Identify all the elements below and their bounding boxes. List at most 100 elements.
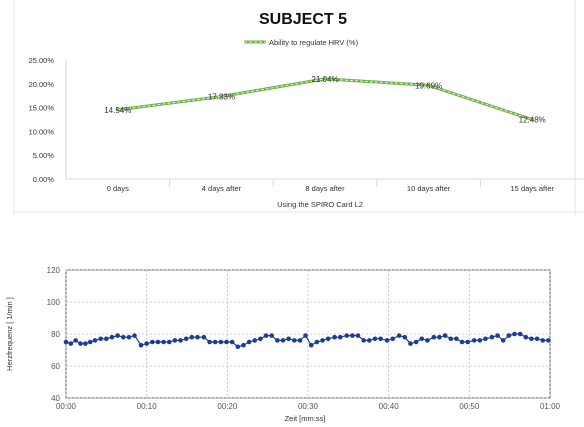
- data-point: [201, 334, 207, 340]
- data-point: [269, 333, 275, 338]
- data-label: 12.48%: [519, 116, 546, 125]
- data-point: [419, 336, 425, 342]
- data-point: [258, 336, 263, 342]
- data-point: [172, 338, 178, 343]
- data-point: [229, 339, 235, 345]
- x-tick-label: 00:10: [137, 402, 158, 411]
- y-tick-label: 40: [51, 394, 60, 403]
- data-point: [224, 339, 229, 345]
- y-tick-label: 100: [47, 298, 61, 307]
- data-point: [195, 334, 200, 340]
- data-point: [337, 334, 343, 340]
- data-point: [275, 338, 280, 343]
- y-tick-label: 5.00%: [33, 151, 55, 160]
- data-point: [471, 338, 477, 343]
- data-point: [437, 334, 442, 340]
- data-point: [459, 339, 465, 345]
- data-point: [344, 333, 350, 338]
- data-point: [529, 336, 534, 342]
- data-point: [308, 342, 314, 348]
- data-label: 19.69%: [415, 81, 442, 90]
- data-point: [454, 336, 459, 342]
- y-tick-label: 120: [47, 266, 61, 275]
- data-point: [546, 338, 551, 343]
- data-point: [166, 339, 172, 345]
- data-point: [325, 336, 331, 342]
- series-segment-dash: [117, 96, 222, 111]
- x-tick-label: 00:20: [217, 402, 238, 411]
- x-tick-label: 4 days after: [202, 184, 242, 193]
- data-point: [212, 339, 218, 345]
- data-point: [314, 339, 320, 345]
- y-tick-label: 25.00%: [29, 56, 55, 65]
- data-point: [523, 334, 529, 340]
- data-point: [246, 339, 252, 345]
- data-point: [218, 339, 224, 345]
- data-point: [350, 333, 355, 338]
- y-axis-title: Herzfrequenz [ 1/min ]: [5, 297, 14, 371]
- data-point: [120, 334, 126, 340]
- data-point: [68, 341, 74, 346]
- x-tick-label: 0 days: [107, 184, 129, 193]
- data-point: [241, 342, 246, 348]
- data-point: [425, 338, 430, 343]
- data-point: [92, 338, 98, 343]
- data-point: [448, 336, 454, 342]
- data-point: [252, 338, 258, 343]
- data-point: [442, 333, 448, 338]
- data-point: [517, 331, 523, 337]
- data-point: [500, 338, 506, 343]
- data-point: [431, 334, 437, 340]
- x-axis-title: Using the SPIRO Card L2: [277, 200, 363, 209]
- data-point: [372, 336, 378, 342]
- x-tick-label: 10 days after: [407, 184, 451, 193]
- data-point: [109, 334, 115, 340]
- data-point: [155, 339, 161, 345]
- chart-title: SUBJECT 5: [259, 11, 347, 28]
- data-point: [235, 344, 241, 350]
- heart-rate-chart: 40 60 80 100 120 00:00 00:10 00:20 00:30 00:40 00…: [5, 266, 561, 423]
- x-tick-label: 15 days after: [511, 184, 555, 193]
- data-point: [63, 339, 69, 345]
- data-point: [126, 334, 132, 340]
- data-point: [332, 334, 337, 340]
- y-tick-label: 0.00%: [33, 175, 55, 184]
- series-segment-dash: [428, 84, 533, 121]
- data-point: [73, 338, 78, 343]
- data-point: [138, 342, 144, 348]
- y-tick-label: 15.00%: [29, 104, 55, 113]
- data-point: [540, 338, 546, 343]
- data-label: 21.04%: [311, 75, 338, 84]
- data-point: [396, 333, 402, 338]
- x-tick-label: 00:40: [379, 402, 400, 411]
- y-tick-label: 10.00%: [29, 127, 55, 136]
- hrv-regulation-chart: SUBJECT 5 Ability to regulate HRV (%) 0.…: [13, 0, 584, 215]
- data-label: 17.33%: [208, 93, 235, 102]
- data-point: [161, 339, 166, 345]
- data-point: [83, 341, 88, 346]
- y-tick-label: 80: [51, 330, 60, 339]
- data-point: [320, 338, 325, 343]
- data-point: [303, 333, 308, 338]
- data-point: [150, 339, 155, 345]
- data-point: [506, 333, 512, 338]
- data-label: 14.54%: [104, 106, 131, 115]
- data-point: [390, 336, 396, 342]
- data-point: [534, 336, 540, 342]
- x-tick-label: 01:00: [540, 402, 561, 411]
- data-point: [483, 336, 488, 342]
- data-point: [355, 333, 361, 338]
- data-point: [384, 338, 390, 343]
- data-point: [132, 333, 137, 338]
- data-point: [378, 336, 383, 342]
- data-point: [512, 331, 517, 337]
- data-point: [87, 339, 93, 345]
- x-tick-label: 8 days after: [305, 184, 345, 193]
- data-point: [144, 341, 149, 346]
- data-point: [98, 336, 103, 342]
- data-point: [297, 338, 303, 343]
- x-tick-label: 00:00: [56, 402, 77, 411]
- x-axis-title: Zeit [mm:ss]: [285, 414, 326, 423]
- data-point: [291, 338, 297, 343]
- data-point: [286, 336, 291, 342]
